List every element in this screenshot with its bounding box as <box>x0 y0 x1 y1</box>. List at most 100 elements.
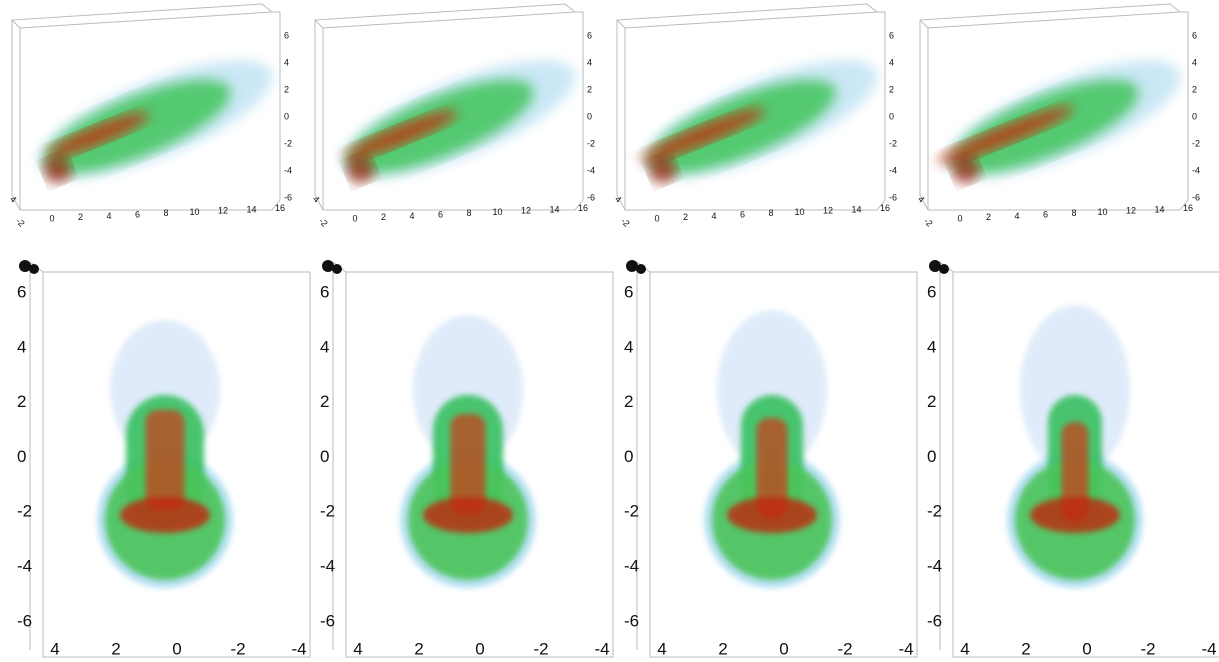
x-tick-label: 0 <box>172 639 181 658</box>
panel-box <box>616 194 626 211</box>
x-tick-label: 12 <box>823 206 833 216</box>
panel-box <box>919 194 929 211</box>
y-tick-label: -6 <box>927 611 942 630</box>
x-tick-label: 8 <box>1071 208 1076 218</box>
z-tick-label: -2 <box>317 216 330 229</box>
panel-box <box>42 271 311 658</box>
y-tick-label: -4 <box>17 556 32 575</box>
y-tick-label: 4 <box>1192 57 1197 67</box>
volume <box>39 60 273 184</box>
z-tick-label: 4 <box>613 194 624 205</box>
z-tick-label: -2 <box>922 216 935 229</box>
bottom-panel: 6 4 2 0 -2 -4 -6 4 2 0 -2 -4 <box>624 260 918 658</box>
panel-box <box>615 3 886 211</box>
panel-box <box>649 271 918 658</box>
y-tick-label: 6 <box>17 282 26 301</box>
panel-box <box>11 194 21 211</box>
x-tick-label: 2 <box>111 639 120 658</box>
y-tick-label: 2 <box>889 84 894 94</box>
z-tick-label: -2 <box>14 216 27 229</box>
volume-render <box>43 79 231 174</box>
x-tick-label: 16 <box>880 203 890 213</box>
y-tick-label: 6 <box>889 30 894 40</box>
volume <box>937 60 1181 184</box>
x-tick-label: -2 <box>837 639 852 658</box>
y-tick-label: 0 <box>284 111 289 121</box>
y-tick-label: -2 <box>624 502 639 521</box>
y-tick-label: -6 <box>624 611 639 630</box>
axis-glyph <box>19 260 31 272</box>
volume-render <box>43 155 72 184</box>
panel-box <box>314 194 324 211</box>
x-tick-label: 2 <box>718 639 727 658</box>
x-tick-label: 2 <box>78 212 83 222</box>
x-tick-label: 4 <box>106 211 111 221</box>
axis-glyph <box>636 264 646 274</box>
y-tick-label: -2 <box>889 138 897 148</box>
volume <box>640 60 878 184</box>
y-tick-label: -2 <box>927 502 942 521</box>
bottom-panel: 6 4 2 0 -2 -4 -6 4 2 0 -2 -4 <box>17 260 311 658</box>
y-tick-label: 2 <box>1192 84 1197 94</box>
volume-render <box>951 155 980 184</box>
axis-glyph <box>626 260 638 272</box>
y-tick-label: -2 <box>1192 138 1200 148</box>
y-tick-label: -2 <box>320 502 335 521</box>
x-tick-label: 4 <box>657 639 666 658</box>
volume-render <box>46 112 149 158</box>
y-tick-label: -6 <box>320 611 335 630</box>
y-tick-label: 4 <box>587 57 592 67</box>
x-tick-label: 16 <box>275 203 285 213</box>
volume-render <box>120 497 210 533</box>
x-tick-label: 0 <box>475 639 484 658</box>
x-tick-label: 2 <box>414 639 423 658</box>
volume-render <box>346 155 375 184</box>
y-tick-label: 2 <box>17 392 26 411</box>
y-tick-label: 0 <box>320 447 329 466</box>
x-tick-label: 2 <box>1021 639 1030 658</box>
x-tick-label: 16 <box>578 203 588 213</box>
y-tick-label: 0 <box>587 111 592 121</box>
y-tick-label: 2 <box>927 392 936 411</box>
x-tick-label: 4 <box>711 211 716 221</box>
x-tick-label: 12 <box>218 206 228 216</box>
x-tick-label: 0 <box>49 213 54 223</box>
x-tick-label: 14 <box>851 204 861 214</box>
x-tick-label: 16 <box>1183 203 1193 213</box>
x-tick-label: -2 <box>1140 639 1155 658</box>
axis-glyph <box>939 264 949 274</box>
volume-render <box>727 497 817 533</box>
y-tick-label: 6 <box>284 30 289 40</box>
x-tick-label: 8 <box>466 208 471 218</box>
volume-render <box>648 155 677 184</box>
x-tick-label: -2 <box>533 639 548 658</box>
y-tick-label: 4 <box>284 57 289 67</box>
x-tick-label: 2 <box>381 212 386 222</box>
x-tick-label: 4 <box>409 211 414 221</box>
y-tick-label: 0 <box>624 447 633 466</box>
x-tick-label: 6 <box>1043 209 1048 219</box>
y-tick-label: 0 <box>1192 111 1197 121</box>
volume-render <box>450 414 486 514</box>
panel-box <box>345 271 614 658</box>
x-tick-label: 6 <box>135 209 140 219</box>
y-tick-label: 6 <box>927 282 936 301</box>
x-tick-label: 2 <box>986 212 991 222</box>
y-tick-label: -4 <box>624 556 639 575</box>
x-tick-label: 8 <box>163 208 168 218</box>
volume-render <box>937 106 1074 164</box>
bottom-panel: 6 4 2 0 -2 -4 -6 4 2 0 -2 -4 <box>320 260 614 658</box>
z-tick-label: 4 <box>916 194 927 205</box>
volume-render <box>343 110 458 160</box>
x-tick-label: 10 <box>492 207 502 217</box>
axis-glyph <box>29 264 39 274</box>
volume-render <box>1061 422 1089 522</box>
y-tick-label: -6 <box>17 611 32 630</box>
volume <box>342 60 576 184</box>
x-tick-label: 10 <box>189 207 199 217</box>
y-tick-label: 0 <box>17 447 26 466</box>
top-panel: 0 2 4 6 8 10 12 14 16 6 4 2 0 -2 -4 -6 4 -2 <box>916 3 1200 229</box>
y-tick-label: -6 <box>284 192 292 202</box>
x-tick-label: 6 <box>740 209 745 219</box>
z-tick-label: -2 <box>619 216 632 229</box>
